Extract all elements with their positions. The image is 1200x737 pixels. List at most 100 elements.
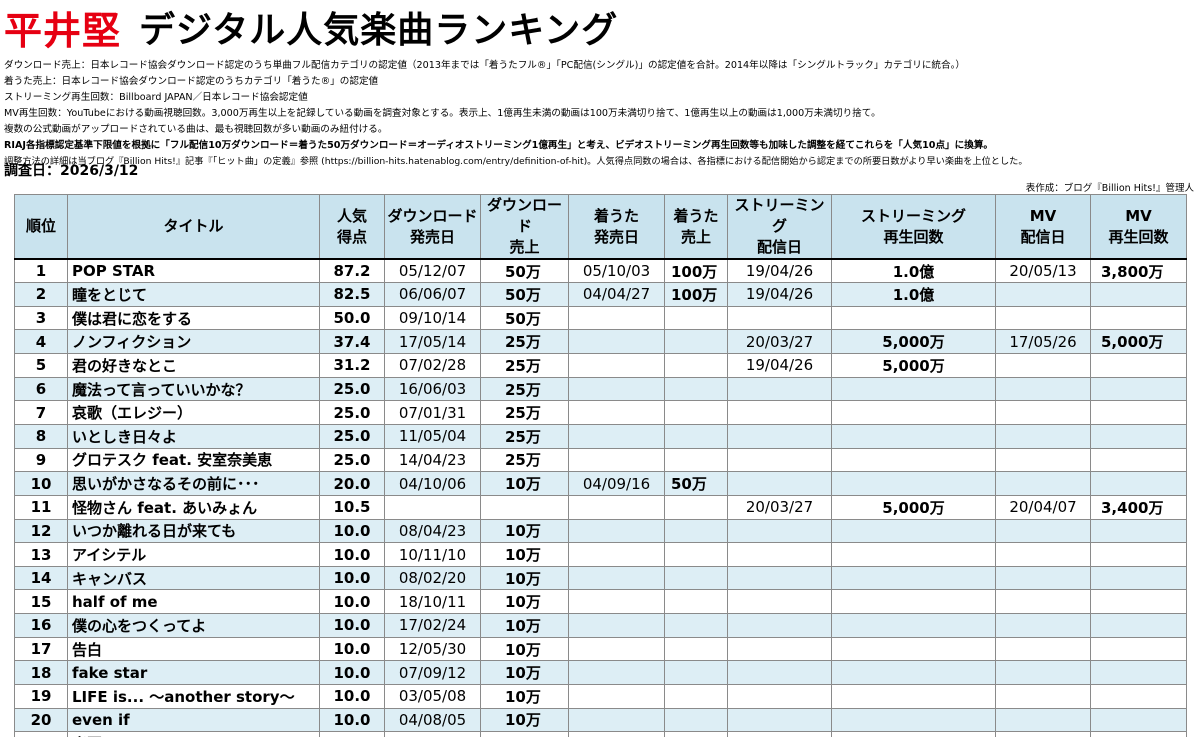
cell-title: LIFE is... ～another story～ — [67, 684, 320, 709]
header-col-mv-plays: MV 再生回数 — [1090, 194, 1187, 260]
table-row: 20 even if 10.0 04/08/05 10万 — [14, 707, 1187, 733]
cell-title: 楽園 — [67, 731, 320, 737]
cell-mv-date — [995, 660, 1091, 686]
cell-download-date: 12/05/30 — [384, 636, 481, 662]
cell-mv-date — [995, 636, 1091, 662]
cell-score: 25.0 — [319, 376, 385, 402]
cell-download-date: 06/06/07 — [384, 282, 481, 307]
cell-download-date — [384, 494, 481, 520]
table-row: 2 瞳をとじて 82.5 06/06/07 50万 04/04/27 100万 19/04/2… — [14, 282, 1187, 307]
header-line2: 配信日 — [1020, 227, 1066, 246]
cell-chakuuta-date — [568, 423, 665, 449]
table-row: 1 POP STAR 87.2 05/12/07 50万 05/10/03 100万 19/0… — [14, 258, 1187, 284]
cell-download-date: 04/10/06 — [384, 471, 481, 496]
cell-chakuuta-sales — [664, 542, 728, 567]
cell-streaming-plays: 5,000万 — [831, 353, 996, 378]
cell-rank: 20 — [14, 707, 68, 733]
table-row: 19 LIFE is... ～another story～ 10.0 03/05/08… — [14, 684, 1187, 709]
cell-chakuuta-sales — [664, 684, 728, 709]
cell-chakuuta-date — [568, 565, 665, 591]
cell-chakuuta-date — [568, 353, 665, 378]
cell-chakuuta-date — [568, 589, 665, 615]
cell-streaming-date — [727, 589, 832, 615]
cell-rank: 11 — [14, 494, 68, 520]
cell-chakuuta-sales — [664, 376, 728, 402]
header-line2: 再生回数 — [883, 227, 944, 246]
cell-title: 瞳をとじて — [67, 282, 320, 307]
cell-mv-date — [995, 305, 1091, 331]
cell-rank: 2 — [14, 282, 68, 307]
cell-download-sales: 50万 — [480, 258, 569, 284]
cell-rank: 10 — [14, 471, 68, 496]
cell-streaming-plays — [831, 376, 996, 402]
cell-streaming-plays — [831, 707, 996, 733]
cell-title: 魔法って言っていいかな？ — [67, 376, 320, 402]
cell-mv-plays — [1090, 613, 1187, 638]
table-row: 21楽園10.000/01/1910万 — [14, 731, 1187, 737]
table-row: 15 half of me 10.0 18/10/11 10万 — [14, 589, 1187, 615]
cell-mv-date — [995, 471, 1091, 496]
cell-streaming-plays — [831, 731, 996, 737]
table-row: 3 僕は君に恋をする 50.0 09/10/14 50万 — [14, 305, 1187, 331]
cell-mv-plays — [1090, 282, 1187, 307]
note-mv: MV再生回数：YouTubeにおける動画視聴回数。3,000万再生以上を記録して… — [4, 108, 881, 119]
cell-rank: 8 — [14, 423, 68, 449]
header-line2: 配信日 — [756, 238, 802, 256]
cell-mv-plays — [1090, 731, 1187, 737]
cell-chakuuta-sales — [664, 494, 728, 520]
header-line2: 発売日 — [409, 227, 455, 246]
cell-download-sales: 50万 — [480, 305, 569, 331]
cell-mv-date — [995, 376, 1091, 402]
header-line2: 得点 — [336, 227, 367, 246]
cell-streaming-plays — [831, 660, 996, 686]
table-row: 17 告白 10.0 12/05/30 10万 — [14, 636, 1187, 662]
cell-chakuuta-sales — [664, 518, 728, 544]
cell-rank: 13 — [14, 542, 68, 567]
cell-download-date: 04/08/05 — [384, 707, 481, 733]
cell-download-date: 09/10/14 — [384, 305, 481, 331]
cell-title: even if — [67, 707, 320, 733]
cell-chakuuta-sales — [664, 707, 728, 733]
cell-mv-date — [995, 447, 1091, 473]
cell-mv-date — [995, 518, 1091, 544]
cell-streaming-plays: 5,000万 — [831, 329, 996, 355]
cell-streaming-plays — [831, 447, 996, 473]
header-line1: ダウンロード — [387, 206, 478, 225]
cell-rank: 6 — [14, 376, 68, 402]
cell-download-sales: 25万 — [480, 329, 569, 355]
cell-streaming-date — [727, 542, 832, 567]
cell-mv-plays — [1090, 376, 1187, 402]
cell-chakuuta-date — [568, 494, 665, 520]
cell-mv-plays — [1090, 471, 1187, 496]
cell-score: 87.2 — [319, 258, 385, 284]
cell-chakuuta-sales — [664, 589, 728, 615]
cell-chakuuta-date — [568, 518, 665, 544]
cell-rank: 17 — [14, 636, 68, 662]
cell-chakuuta-date: 04/04/27 — [568, 282, 665, 307]
cell-title: 思いがかさなるその前に･･･ — [67, 471, 320, 496]
header-col-rank: 順位 — [14, 194, 68, 260]
cell-rank: 12 — [14, 518, 68, 544]
cell-score: 10.5 — [319, 494, 385, 520]
cell-mv-plays — [1090, 353, 1187, 378]
cell-rank: 19 — [14, 684, 68, 709]
cell-score: 25.0 — [319, 400, 385, 425]
cell-rank: 16 — [14, 613, 68, 638]
cell-chakuuta-sales — [664, 305, 728, 331]
cell-download-date: 10/11/10 — [384, 542, 481, 567]
cell-mv-plays — [1090, 447, 1187, 473]
cell-title: グロテスク feat. 安室奈美恵 — [67, 447, 320, 473]
cell-streaming-date — [727, 684, 832, 709]
cell-rank: 15 — [14, 589, 68, 615]
cell-rank: 18 — [14, 660, 68, 686]
table-body: 1 POP STAR 87.2 05/12/07 50万 05/10/03 100万 19/0… — [14, 258, 1187, 737]
cell-streaming-plays — [831, 613, 996, 638]
cell-download-sales: 25万 — [480, 376, 569, 402]
cell-score: 10.0 — [319, 542, 385, 567]
header-line1: MV — [1029, 206, 1057, 225]
cell-streaming-date: 20/03/27 — [727, 329, 832, 355]
cell-score: 20.0 — [319, 471, 385, 496]
cell-score: 25.0 — [319, 423, 385, 449]
cell-title: half of me — [67, 589, 320, 615]
cell-streaming-date — [727, 660, 832, 686]
